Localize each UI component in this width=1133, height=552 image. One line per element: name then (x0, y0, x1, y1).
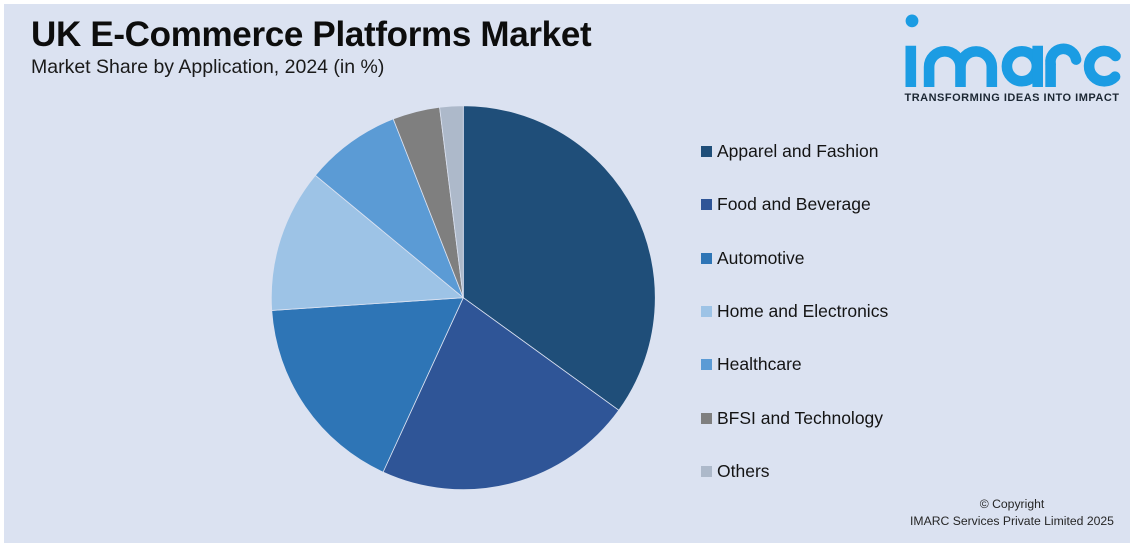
svg-text:TRANSFORMING IDEAS INTO IMPACT: TRANSFORMING IDEAS INTO IMPACT (904, 92, 1119, 104)
